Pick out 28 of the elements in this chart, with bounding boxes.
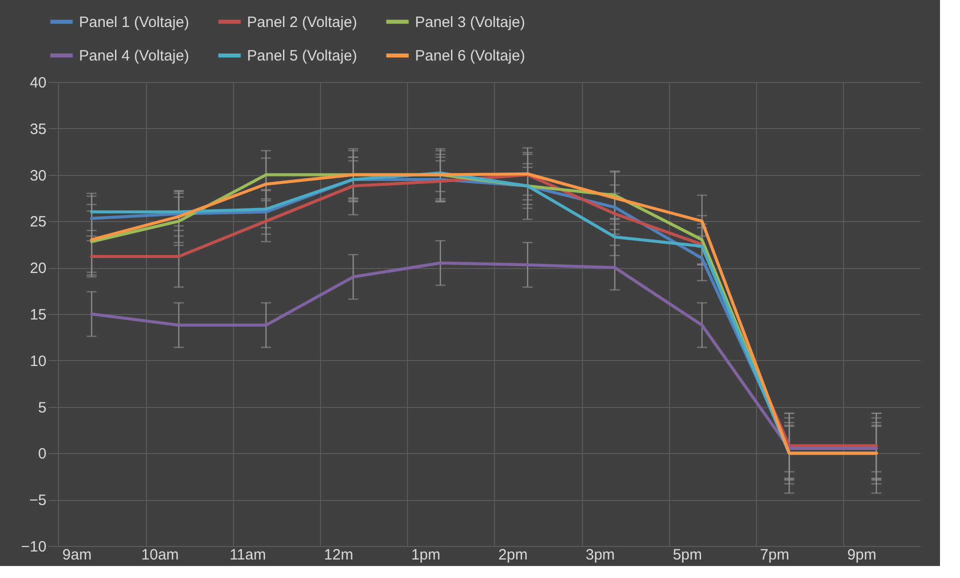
legend-label: Panel 3 (Voltaje) bbox=[415, 14, 526, 31]
y-tick-label: −10 bbox=[21, 538, 46, 556]
y-tick-label: 5 bbox=[38, 399, 46, 416]
y-tick-label: 15 bbox=[30, 306, 46, 324]
y-tick-label: 30 bbox=[30, 167, 46, 184]
legend-label: Panel 1 (Voltaje) bbox=[79, 14, 190, 31]
legend-label: Panel 4 (Voltaje) bbox=[79, 48, 190, 64]
y-tick-label: 20 bbox=[30, 260, 46, 278]
y-tick-label: 0 bbox=[38, 446, 46, 463]
y-tick-label: 10 bbox=[30, 352, 46, 370]
legend-label: Panel 2 (Voltaje) bbox=[247, 14, 358, 31]
x-tick-label: 1pm bbox=[411, 546, 440, 564]
legend-label: Panel 6 (Voltaje) bbox=[415, 48, 526, 64]
y-tick-label: −5 bbox=[29, 492, 46, 510]
y-tick-label: 40 bbox=[30, 74, 46, 92]
x-tick-label: 12m bbox=[324, 546, 354, 564]
x-tick-label: 11am bbox=[230, 546, 266, 564]
x-tick-label: 5pm bbox=[672, 546, 702, 564]
x-tick-label: 7pm bbox=[760, 546, 790, 564]
x-tick-label: 9am bbox=[62, 546, 92, 564]
x-tick-label: 9pm bbox=[847, 546, 876, 564]
line-series bbox=[90, 261, 878, 450]
legend-label: Panel 5 (Voltaje) bbox=[247, 48, 358, 64]
y-tick-label: 35 bbox=[30, 120, 46, 138]
x-tick-label: 2pm bbox=[498, 546, 528, 564]
x-tick-label: 3pm bbox=[586, 546, 615, 564]
x-tick-label: 10am bbox=[141, 546, 179, 564]
y-tick-label: 25 bbox=[30, 214, 46, 231]
